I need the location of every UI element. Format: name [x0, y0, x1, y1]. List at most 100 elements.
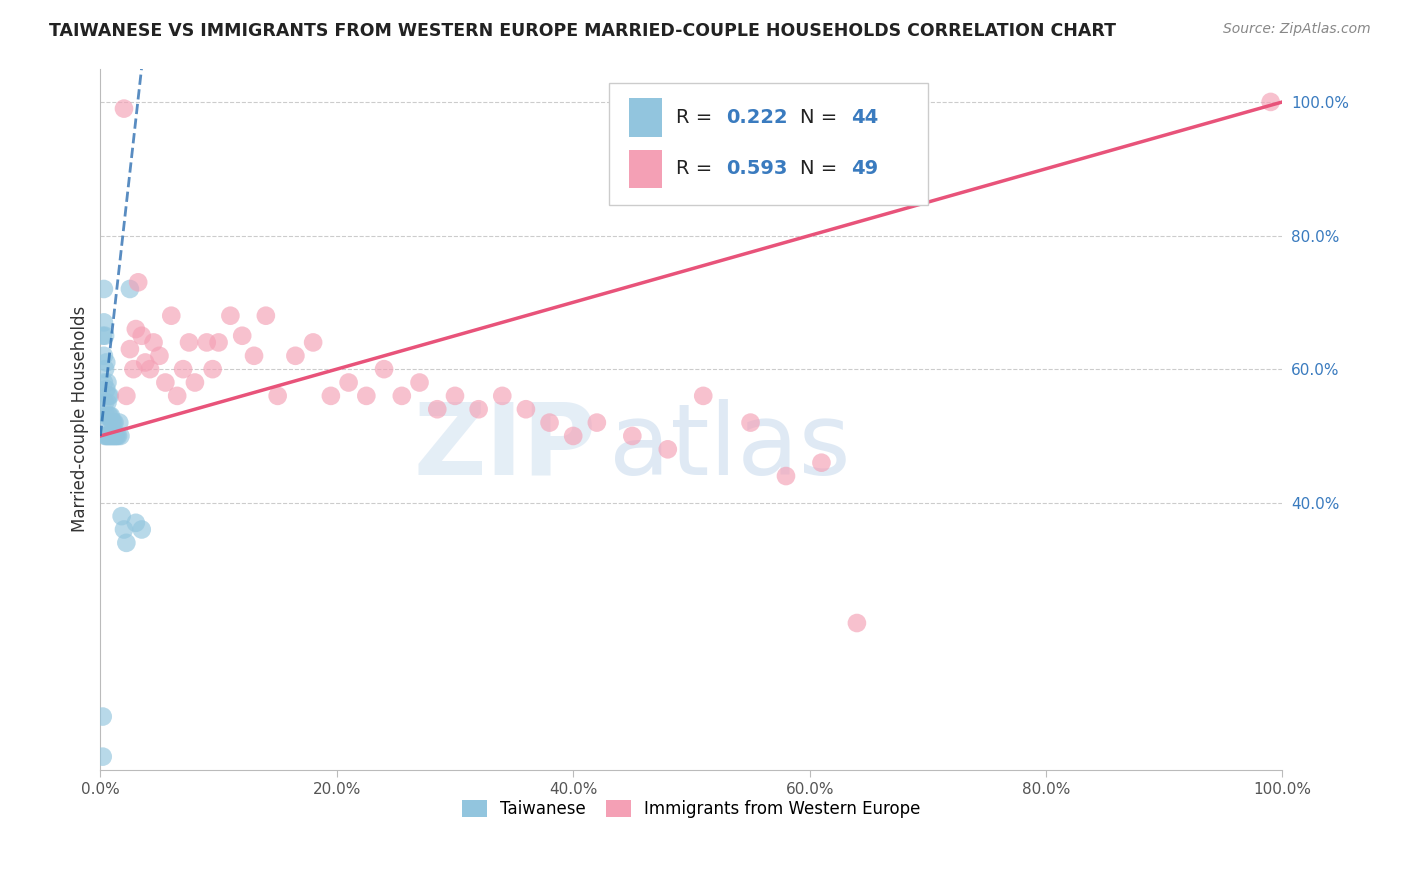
Point: [243, 349, 266, 363]
Point: [97, 409, 120, 423]
Point: [96, 429, 118, 443]
Text: N =: N =: [800, 108, 844, 128]
Point: [148, 349, 170, 363]
Point: [112, 523, 135, 537]
Point: [115, 536, 138, 550]
Point: [118, 342, 141, 356]
Y-axis label: Married-couple Households: Married-couple Households: [72, 306, 89, 533]
Point: [621, 429, 644, 443]
Point: [356, 389, 378, 403]
Text: ZIP: ZIP: [413, 399, 598, 496]
Point: [139, 362, 162, 376]
Point: [1260, 95, 1282, 109]
Point: [101, 429, 124, 443]
Point: [810, 456, 832, 470]
Point: [219, 309, 242, 323]
Point: [94, 429, 117, 443]
Point: [93, 376, 115, 390]
Point: [103, 429, 125, 443]
Point: [108, 416, 131, 430]
Point: [96, 416, 118, 430]
Point: [100, 409, 122, 423]
Point: [254, 309, 277, 323]
Text: 44: 44: [851, 108, 879, 128]
Bar: [628, 150, 662, 188]
Point: [134, 355, 156, 369]
FancyBboxPatch shape: [609, 83, 928, 205]
Point: [93, 315, 115, 329]
Legend: Taiwanese, Immigrants from Western Europe: Taiwanese, Immigrants from Western Europ…: [456, 793, 928, 825]
Point: [112, 102, 135, 116]
Point: [93, 349, 115, 363]
Point: [231, 328, 253, 343]
Point: [207, 335, 229, 350]
Point: [586, 416, 609, 430]
Point: [491, 389, 513, 403]
Point: [538, 416, 561, 430]
Point: [160, 309, 183, 323]
Point: [122, 362, 145, 376]
Point: [104, 429, 127, 443]
Point: [111, 509, 134, 524]
Point: [118, 282, 141, 296]
Point: [98, 409, 121, 423]
Point: [266, 389, 288, 403]
Point: [96, 376, 118, 390]
Point: [103, 416, 125, 430]
Point: [284, 349, 307, 363]
Point: [105, 429, 128, 443]
Point: [96, 382, 118, 396]
Point: [131, 523, 153, 537]
Point: [845, 615, 868, 630]
Point: [100, 429, 122, 443]
Text: R =: R =: [676, 160, 718, 178]
Point: [96, 409, 118, 423]
Text: R =: R =: [676, 108, 718, 128]
Point: [467, 402, 489, 417]
Point: [96, 395, 118, 409]
Point: [775, 469, 797, 483]
Text: N =: N =: [800, 160, 844, 178]
Text: Source: ZipAtlas.com: Source: ZipAtlas.com: [1223, 22, 1371, 37]
Point: [94, 328, 117, 343]
Point: [94, 395, 117, 409]
Point: [98, 389, 121, 403]
Text: TAIWANESE VS IMMIGRANTS FROM WESTERN EUROPE MARRIED-COUPLE HOUSEHOLDS CORRELATIO: TAIWANESE VS IMMIGRANTS FROM WESTERN EUR…: [49, 22, 1116, 40]
Point: [96, 355, 118, 369]
Point: [91, 749, 114, 764]
Point: [201, 362, 224, 376]
Point: [93, 282, 115, 296]
Point: [115, 389, 138, 403]
Point: [125, 322, 148, 336]
Point: [103, 416, 125, 430]
Point: [98, 429, 121, 443]
Point: [166, 389, 188, 403]
Point: [172, 362, 194, 376]
Point: [96, 429, 118, 443]
Point: [426, 402, 449, 417]
Point: [740, 416, 762, 430]
Point: [657, 442, 679, 457]
Point: [110, 429, 132, 443]
Point: [184, 376, 207, 390]
Point: [103, 429, 125, 443]
Point: [692, 389, 714, 403]
Point: [94, 362, 117, 376]
Text: 0.593: 0.593: [725, 160, 787, 178]
Bar: [628, 98, 662, 136]
Point: [337, 376, 360, 390]
Point: [444, 389, 467, 403]
Point: [97, 389, 120, 403]
Point: [127, 275, 149, 289]
Point: [302, 335, 325, 350]
Point: [101, 416, 124, 430]
Text: atlas: atlas: [609, 399, 851, 496]
Point: [177, 335, 200, 350]
Point: [408, 376, 430, 390]
Point: [107, 429, 129, 443]
Point: [142, 335, 165, 350]
Point: [131, 328, 153, 343]
Point: [319, 389, 342, 403]
Point: [91, 328, 114, 343]
Point: [515, 402, 537, 417]
